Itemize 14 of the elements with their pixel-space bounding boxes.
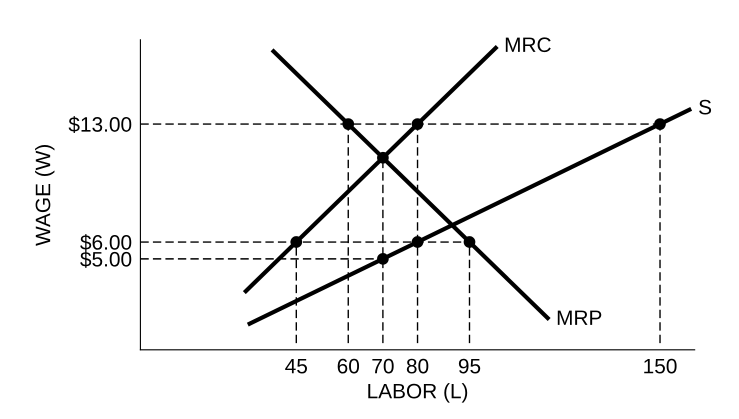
x-tick-label: 70 — [372, 358, 394, 374]
series-label: MRP — [558, 310, 602, 325]
y-tick-label: $5.00 — [80, 250, 132, 268]
x-tick-label: 45 — [285, 358, 308, 374]
x-tick-label: 95 — [458, 358, 480, 374]
series-label: MRC — [506, 37, 551, 52]
x-tick-label: 150 — [644, 358, 677, 374]
x-tick-label: 60 — [338, 358, 360, 374]
x-axis-title: LABOR (L) — [368, 383, 468, 403]
x-tick-label: 80 — [406, 358, 428, 374]
y-axis-title: WAGE (W) — [35, 145, 54, 246]
series-label: S — [699, 100, 712, 114]
y-tick-label: $6.00 — [80, 234, 132, 252]
y-tick-label: $13.00 — [68, 116, 132, 134]
